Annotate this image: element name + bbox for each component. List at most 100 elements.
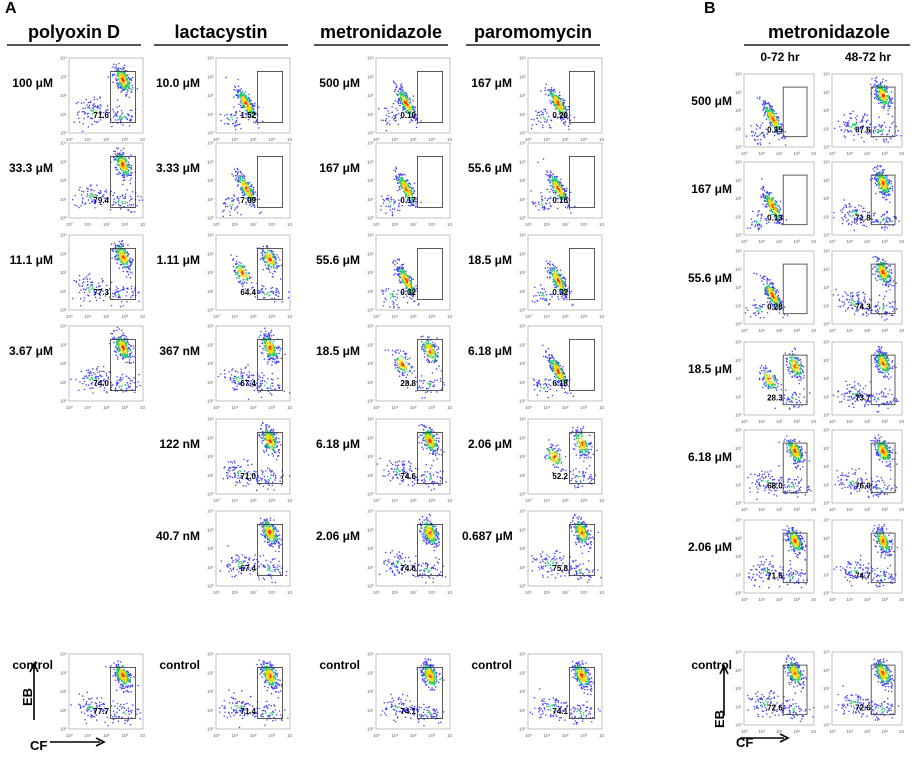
event-dot (242, 187, 244, 189)
event-dot (257, 123, 259, 125)
event-dot (273, 668, 275, 670)
event-dot (117, 336, 119, 339)
x-tick-label: 10³ (122, 137, 129, 142)
event-dot (269, 340, 271, 342)
event-dot (274, 566, 276, 568)
event-dot (247, 106, 250, 108)
event-dot (125, 676, 127, 678)
event-dot (99, 370, 101, 373)
event-dot (272, 531, 274, 533)
event-dot (241, 97, 243, 99)
event-dot (265, 424, 267, 426)
event-dot (117, 382, 119, 384)
event-dot (127, 83, 129, 85)
event-dot (266, 526, 268, 529)
event-dot (120, 670, 122, 673)
event-dot (280, 476, 282, 478)
event-dot (87, 377, 89, 379)
event-dot (267, 390, 270, 392)
event-dot (126, 258, 128, 261)
event-dot (269, 258, 271, 260)
event-dot (242, 265, 245, 268)
event-dot (247, 190, 249, 192)
event-dot (130, 264, 132, 266)
event-dot (242, 706, 244, 708)
event-dot (118, 77, 120, 80)
event-dot (118, 75, 120, 78)
event-dot (262, 253, 264, 256)
event-dot (264, 434, 266, 436)
event-dot (132, 259, 134, 261)
y-tick-label: 10⁴ (60, 141, 67, 146)
event-dot (271, 672, 273, 674)
event-dot (121, 203, 123, 205)
event-dot (276, 672, 278, 675)
event-dot (93, 106, 95, 108)
event-dot (95, 195, 97, 197)
event-dot (131, 388, 133, 391)
event-dot (242, 701, 244, 703)
event-dot (276, 291, 278, 293)
x-tick-label: 10³ (122, 405, 129, 410)
event-dot (267, 567, 269, 569)
event-dot (271, 673, 273, 675)
event-dot (268, 532, 270, 534)
event-dot (87, 715, 89, 717)
event-dot (261, 676, 263, 678)
event-dot (92, 372, 95, 374)
event-dot (125, 83, 127, 85)
event-dot (87, 101, 90, 104)
event-dot (264, 341, 266, 343)
event-dot (269, 470, 271, 472)
event-dot (137, 685, 139, 687)
event-dot (89, 300, 91, 302)
event-dot (244, 560, 246, 562)
event-dot (126, 260, 128, 263)
event-dot (117, 675, 120, 678)
event-dot (78, 283, 80, 285)
event-dot (234, 475, 236, 477)
x-tick-label: 10² (250, 222, 257, 227)
event-dot (273, 340, 275, 342)
event-dot (255, 715, 257, 717)
event-dot (130, 257, 132, 259)
event-dot (119, 168, 122, 170)
event-dot (245, 106, 247, 108)
event-dot (134, 290, 136, 292)
event-dot (233, 692, 235, 694)
event-dot (239, 175, 242, 178)
event-dot (243, 189, 245, 192)
event-dot (124, 166, 126, 168)
event-dot (264, 673, 267, 675)
event-dot (268, 425, 271, 427)
event-dot (248, 98, 251, 100)
y-tick-label: 10⁰ (60, 131, 67, 136)
event-dot (114, 158, 116, 160)
event-dot (268, 333, 270, 335)
event-dot (265, 481, 267, 484)
event-dot (123, 355, 126, 357)
event-dot (238, 275, 240, 277)
event-dot (117, 297, 119, 299)
event-dot (266, 292, 268, 294)
event-dot (124, 349, 126, 351)
event-dot (93, 200, 96, 203)
event-dot (264, 521, 267, 523)
event-dot (258, 336, 260, 338)
event-dot (264, 528, 267, 530)
event-dot (270, 534, 272, 536)
event-dot (267, 265, 269, 267)
event-dot (260, 428, 262, 430)
event-dot (76, 205, 78, 207)
event-dot (122, 358, 124, 360)
event-dot (258, 378, 260, 381)
event-dot (103, 703, 105, 705)
event-dot (245, 379, 247, 381)
y-tick-label: 10³ (207, 251, 214, 256)
event-dot (130, 172, 132, 174)
event-dot (235, 124, 237, 127)
event-dot (272, 527, 275, 530)
event-dot (122, 665, 124, 667)
event-dot (404, 106, 406, 108)
event-dot (232, 702, 234, 704)
